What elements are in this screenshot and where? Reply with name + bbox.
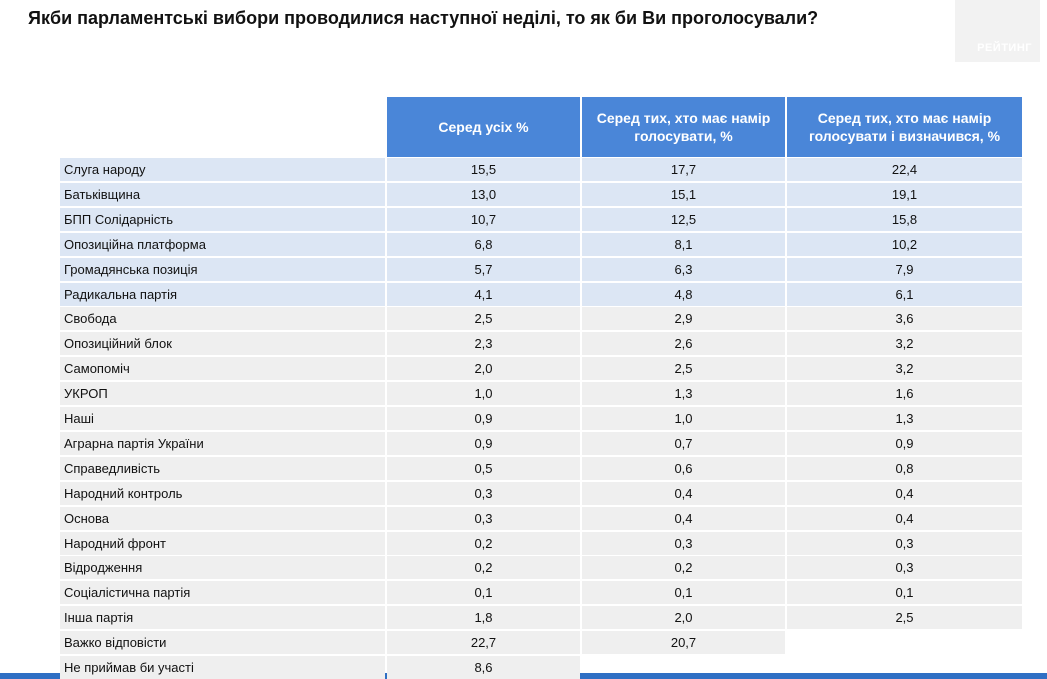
cell-value: 22,7 bbox=[387, 631, 580, 655]
cell-value: 8,1 bbox=[582, 232, 785, 256]
cell-value: 0,9 bbox=[787, 431, 1022, 455]
row-label: Радикальна партія bbox=[60, 282, 385, 306]
row-label: Соціалістична партія bbox=[60, 581, 385, 605]
cell-value: 0,2 bbox=[387, 556, 580, 580]
row-label: Аграрна партія України bbox=[60, 431, 385, 455]
cell-value: 3,2 bbox=[787, 332, 1022, 356]
cell-value: 2,5 bbox=[387, 307, 580, 331]
cell-value: 10,2 bbox=[787, 232, 1022, 256]
cell-value: 0,4 bbox=[787, 481, 1022, 505]
cell-value: 1,3 bbox=[582, 382, 785, 406]
cell-value: 0,3 bbox=[787, 556, 1022, 580]
cell-value: 0,4 bbox=[582, 506, 785, 530]
row-label: УКРОП bbox=[60, 382, 385, 406]
cell-value: 3,6 bbox=[787, 307, 1022, 331]
cell-value: 10,7 bbox=[387, 207, 580, 231]
row-label: Наші bbox=[60, 407, 385, 430]
cell-value: 4,1 bbox=[387, 282, 580, 306]
cell-value: 0,1 bbox=[787, 581, 1022, 605]
row-label: Опозиційна платформа bbox=[60, 232, 385, 256]
cell-value: 6,1 bbox=[787, 282, 1022, 306]
cell-value: 0,9 bbox=[387, 407, 580, 430]
cell-value: 0,5 bbox=[387, 456, 580, 480]
cell-value: 22,4 bbox=[787, 158, 1022, 181]
row-label: Батьківщина bbox=[60, 182, 385, 206]
cell-value: 1,8 bbox=[387, 606, 580, 630]
row-label: Основа bbox=[60, 506, 385, 530]
cell-value: 8,6 bbox=[387, 656, 580, 679]
cell-value: 0,3 bbox=[582, 531, 785, 555]
cell-value: 4,8 bbox=[582, 282, 785, 306]
row-label: Інша партія bbox=[60, 606, 385, 630]
row-label: Опозиційний блок bbox=[60, 332, 385, 356]
cell-value: 0,2 bbox=[387, 531, 580, 555]
cell-value: 7,9 bbox=[787, 257, 1022, 281]
cell-value: 6,8 bbox=[387, 232, 580, 256]
cell-value: 2,0 bbox=[387, 357, 580, 381]
logo: РЕЙТИНГ bbox=[955, 0, 1040, 62]
cell-value: 2,6 bbox=[582, 332, 785, 356]
row-label: Народний фронт bbox=[60, 531, 385, 555]
row-label: Важко відповісти bbox=[60, 631, 385, 655]
cell-value: 3,2 bbox=[787, 357, 1022, 381]
cell-value: 0,3 bbox=[787, 531, 1022, 555]
cell-value: 0,2 bbox=[582, 556, 785, 580]
row-label: Громадянська позиція bbox=[60, 257, 385, 281]
cell-value: 0,4 bbox=[787, 506, 1022, 530]
cell-value: 15,5 bbox=[387, 158, 580, 181]
row-label: Свобода bbox=[60, 307, 385, 331]
cell-value: 0,6 bbox=[582, 456, 785, 480]
cell-value: 2,0 bbox=[582, 606, 785, 630]
title: Якби парламентські вибори проводилися на… bbox=[28, 8, 819, 28]
column-header: Серед тих, хто має намір голосувати і ви… bbox=[787, 97, 1022, 157]
cell-value: 6,3 bbox=[582, 257, 785, 281]
cell-value: 0,1 bbox=[582, 581, 785, 605]
cell-value: 2,5 bbox=[582, 357, 785, 381]
row-label: Відродження bbox=[60, 556, 385, 580]
row-label: Слуга народу bbox=[60, 158, 385, 181]
column-header: Серед тих, хто має намір голосувати, % bbox=[582, 97, 785, 157]
row-label: БПП Солідарність bbox=[60, 207, 385, 231]
cell-value: 0,3 bbox=[387, 506, 580, 530]
cell-value: 0,4 bbox=[582, 481, 785, 505]
cell-value: 1,3 bbox=[787, 407, 1022, 430]
cell-value: 0,7 bbox=[582, 431, 785, 455]
cell-value: 0,9 bbox=[387, 431, 580, 455]
cell-value: 15,1 bbox=[582, 182, 785, 206]
cell-value: 2,3 bbox=[387, 332, 580, 356]
cell-value: 0,1 bbox=[387, 581, 580, 605]
cell-value: 17,7 bbox=[582, 158, 785, 181]
cell-value: 0,3 bbox=[387, 481, 580, 505]
cell-value: 13,0 bbox=[387, 182, 580, 206]
cell-value: 19,1 bbox=[787, 182, 1022, 206]
cell-value: 12,5 bbox=[582, 207, 785, 231]
row-label: Народний контроль bbox=[60, 481, 385, 505]
cell-value: 5,7 bbox=[387, 257, 580, 281]
cell-value: 1,0 bbox=[387, 382, 580, 406]
cell-value: 1,0 bbox=[582, 407, 785, 430]
row-label: Не приймав би участі bbox=[60, 656, 385, 679]
cell-value: 0,8 bbox=[787, 456, 1022, 480]
row-label: Самопоміч bbox=[60, 357, 385, 381]
cell-value: 1,6 bbox=[787, 382, 1022, 406]
cell-value: 15,8 bbox=[787, 207, 1022, 231]
column-header: Серед усіх % bbox=[387, 97, 580, 157]
logo-text: РЕЙТИНГ bbox=[977, 42, 1032, 54]
row-label: Справедливість bbox=[60, 456, 385, 480]
cell-value: 2,9 bbox=[582, 307, 785, 331]
cell-value: 2,5 bbox=[787, 606, 1022, 630]
cell-value: 20,7 bbox=[582, 631, 785, 655]
